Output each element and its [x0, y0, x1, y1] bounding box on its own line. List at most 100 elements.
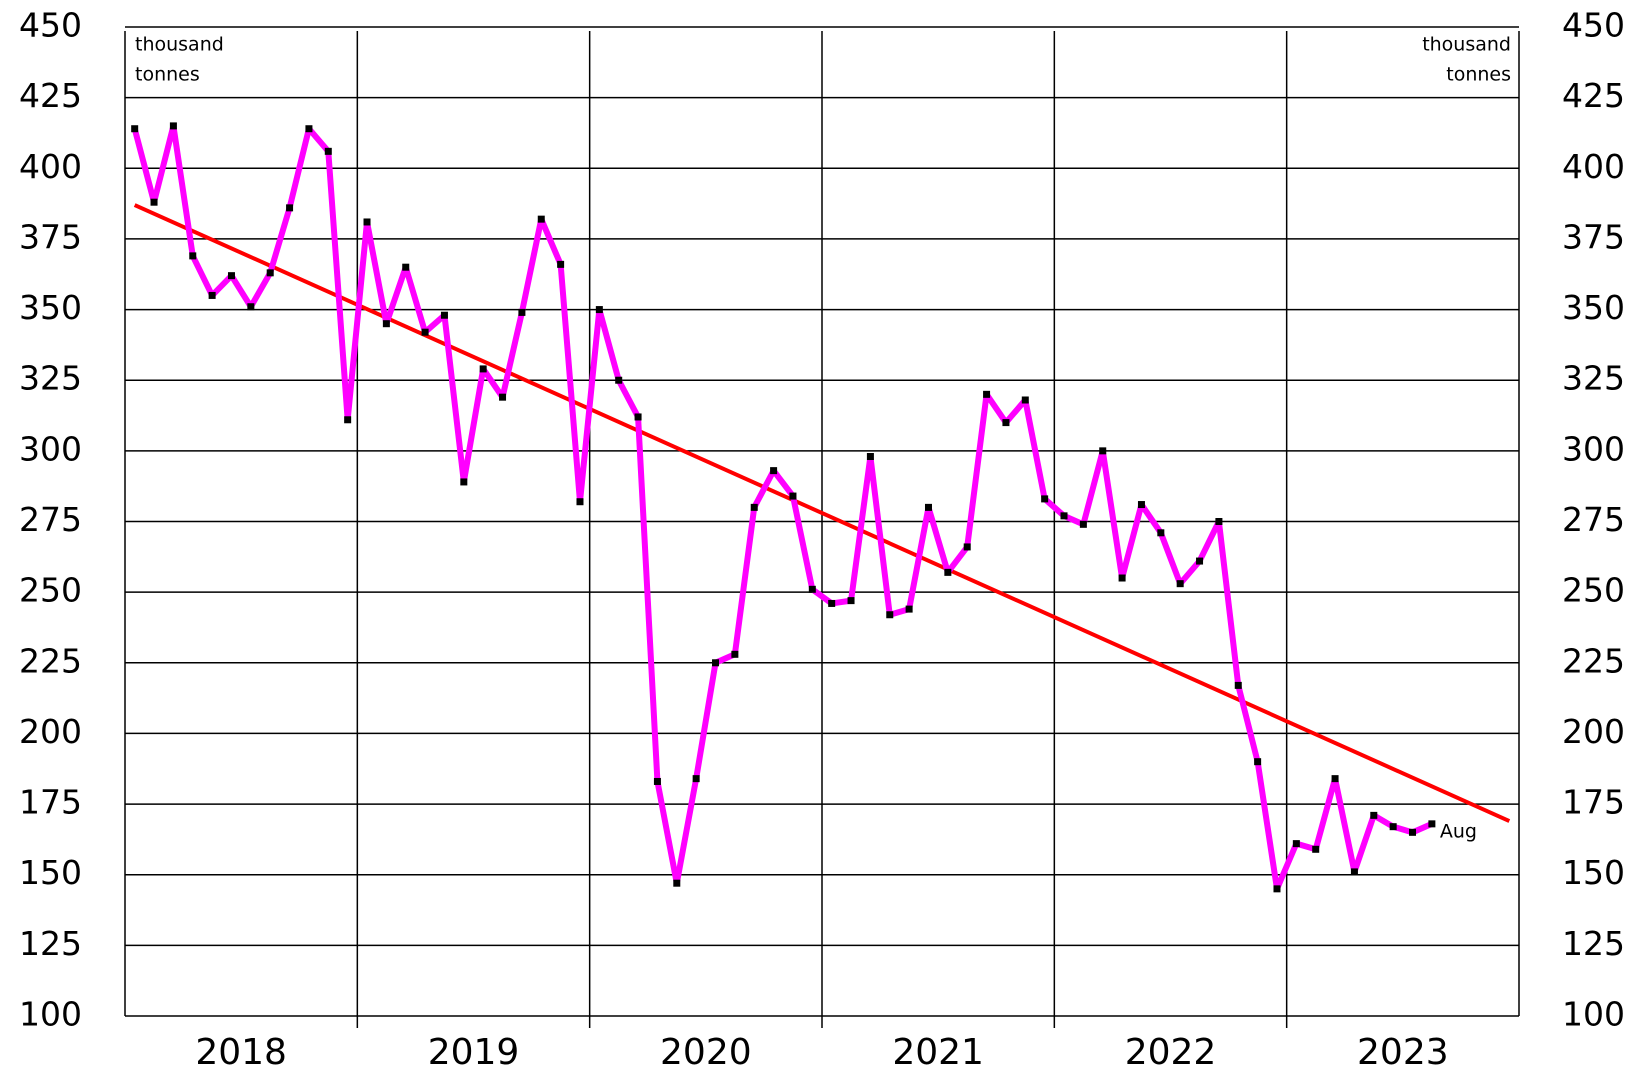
data-point: [1331, 775, 1339, 783]
data-point: [750, 503, 758, 511]
data-point: [1409, 828, 1417, 836]
data-point: [595, 306, 603, 314]
y2-tick-label: 325: [1562, 359, 1625, 398]
data-point: [1389, 823, 1397, 831]
data-point: [479, 365, 487, 373]
y2-tick-label: 350: [1562, 288, 1625, 327]
data-point: [169, 122, 177, 130]
data-point: [1137, 501, 1145, 509]
y-tick-label: 400: [19, 147, 82, 186]
data-point: [344, 416, 352, 424]
data-point: [1350, 868, 1358, 876]
y2-tick-label: 450: [1562, 6, 1625, 45]
y-tick-label: 325: [19, 359, 82, 398]
y-tick-label: 250: [19, 571, 82, 610]
data-point: [363, 218, 371, 226]
data-point: [673, 879, 681, 887]
data-point: [537, 215, 545, 223]
y-tick-label: 125: [19, 924, 82, 963]
data-point: [1079, 520, 1087, 528]
y2-tick-label: 400: [1562, 147, 1625, 186]
unit-label: tonnes: [135, 64, 200, 86]
trend-line: [133, 203, 1511, 823]
y-tick-label: 275: [19, 500, 82, 539]
y2-tick-label: 100: [1562, 995, 1625, 1034]
data-line: [131, 122, 1434, 892]
data-point: [866, 453, 874, 461]
x-tick-label: 2018: [195, 1032, 287, 1073]
data-point: [692, 775, 700, 783]
data-point: [1118, 574, 1126, 582]
y2-tick-label: 300: [1562, 429, 1625, 468]
data-point: [131, 125, 139, 133]
data-point: [402, 263, 410, 271]
data-point: [905, 605, 913, 613]
data-point: [634, 413, 642, 421]
data-point: [1370, 811, 1378, 819]
data-point: [963, 543, 971, 551]
x-tick-label: 2021: [892, 1032, 984, 1073]
data-point: [1234, 681, 1242, 689]
data-point: [1215, 518, 1223, 525]
y-tick-label: 350: [19, 288, 82, 327]
unit-label: thousand: [1422, 34, 1511, 56]
y2-tick-label: 150: [1562, 853, 1625, 892]
data-point: [1021, 396, 1029, 404]
data-point: [983, 390, 991, 398]
data-point: [770, 467, 778, 475]
y-tick-label: 200: [19, 712, 82, 751]
data-point: [189, 252, 197, 260]
data-point: [324, 147, 332, 155]
data-point: [576, 498, 584, 506]
data-point: [653, 777, 661, 785]
y2-tick-label: 200: [1562, 712, 1625, 751]
data-point: [1273, 885, 1281, 893]
data-point: [886, 611, 894, 619]
x-tick-label: 2019: [428, 1032, 520, 1073]
data-point: [944, 568, 952, 576]
data-point: [847, 597, 855, 605]
y2-tick-label: 125: [1562, 924, 1625, 963]
data-point: [227, 272, 235, 280]
y-tick-label: 425: [19, 76, 82, 115]
data-point: [557, 260, 565, 268]
x-tick-label: 2023: [1357, 1032, 1449, 1073]
y2-tick-label: 225: [1562, 641, 1625, 680]
point-annotation: Aug: [1440, 820, 1477, 842]
data-point: [1041, 495, 1049, 503]
unit-label: thousand: [135, 34, 224, 56]
x-tick-label: 2020: [660, 1032, 752, 1073]
data-point: [1002, 419, 1010, 427]
y2-tick-label: 275: [1562, 500, 1625, 539]
data-point: [150, 198, 158, 206]
data-point: [789, 492, 797, 500]
data-point: [1292, 840, 1300, 848]
y2-tick-label: 175: [1562, 783, 1625, 822]
data-point: [712, 659, 720, 667]
data-point: [1157, 529, 1165, 537]
data-point: [440, 311, 448, 319]
data-point: [421, 328, 429, 336]
data-point: [615, 376, 623, 384]
data-point: [518, 308, 526, 316]
y2-tick-label: 250: [1562, 571, 1625, 610]
y-tick-label: 150: [19, 853, 82, 892]
unit-label: tonnes: [1446, 64, 1511, 86]
data-point: [924, 503, 932, 511]
data-point: [208, 291, 216, 299]
y2-tick-label: 375: [1562, 217, 1625, 256]
data-point: [1196, 557, 1204, 565]
y-tick-label: 100: [19, 995, 82, 1034]
data-point: [382, 320, 390, 328]
data-point: [266, 269, 274, 277]
y-tick-label: 300: [19, 429, 82, 468]
y-tick-label: 175: [19, 783, 82, 822]
data-point: [247, 303, 255, 311]
data-point: [305, 125, 313, 133]
data-point: [1060, 512, 1068, 520]
y-tick-label: 375: [19, 217, 82, 256]
data-point: [499, 393, 507, 401]
y-tick-label: 225: [19, 641, 82, 680]
data-point: [1312, 845, 1320, 853]
